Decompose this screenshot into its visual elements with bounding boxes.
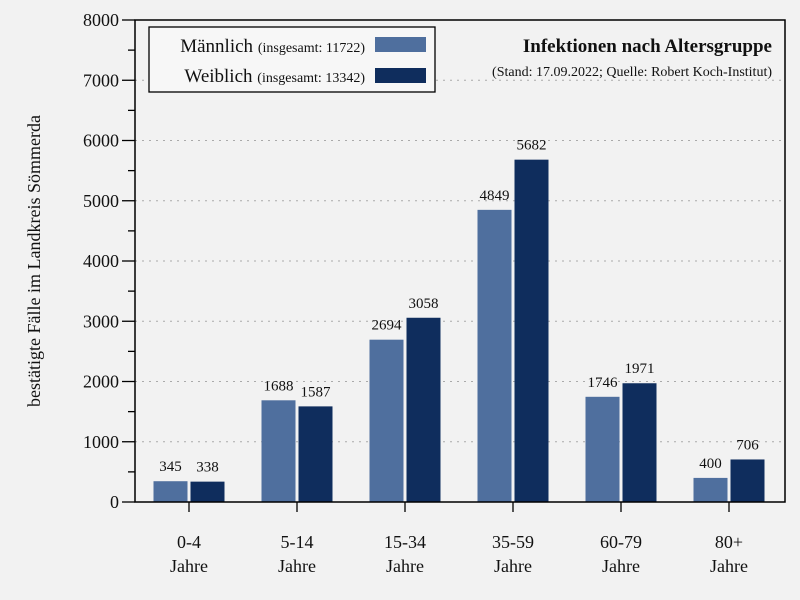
data-label: 3058 (409, 296, 439, 312)
y-tick-label: 8000 (83, 10, 119, 30)
legend-swatch-female (375, 68, 426, 83)
x-tick-label: 80+ (715, 532, 743, 552)
bar-männlich (693, 477, 728, 502)
y-tick-label: 7000 (83, 70, 119, 90)
data-label: 1971 (625, 361, 655, 377)
data-label: 345 (159, 459, 182, 475)
chart-title: Infektionen nach Altersgruppe (523, 36, 772, 57)
bar-weiblich (406, 317, 441, 502)
legend-label-female: Weiblich (insgesamt: 13342) (184, 66, 365, 87)
bars: 345 338 1688 1587 2694 3058 4849 5682 1746 1971 40… (153, 138, 765, 503)
x-tick-label-unit: Jahre (170, 556, 208, 576)
data-label: 5682 (517, 138, 547, 154)
data-label: 706 (736, 437, 759, 453)
x-tick-label: 15-34 (384, 532, 426, 552)
x-tick-label: 60-79 (600, 532, 642, 552)
y-tick-label: 5000 (83, 191, 119, 211)
legend: Männlich (insgesamt: 11722) Weiblich (in… (148, 26, 436, 93)
y-tick-label: 3000 (83, 311, 119, 331)
bar-weiblich (730, 459, 765, 502)
x-tick-label-unit: Jahre (278, 556, 316, 576)
y-tick-label: 2000 (83, 372, 119, 392)
x-tick-label-unit: Jahre (494, 556, 532, 576)
x-tick-label-unit: Jahre (710, 556, 748, 576)
legend-swatch-male (375, 37, 426, 52)
chart-subtitle: (Stand: 17.09.2022; Quelle: Robert Koch-… (492, 65, 772, 80)
data-label: 2694 (372, 318, 403, 334)
gridlines (135, 79, 785, 443)
legend-label-male: Männlich (insgesamt: 11722) (180, 36, 365, 57)
bar-weiblich (622, 383, 657, 502)
plot-frame (134, 19, 786, 503)
x-tick-label: 35-59 (492, 532, 534, 552)
y-tick-label: 6000 (83, 131, 119, 151)
x-tick-label-unit: Jahre (386, 556, 424, 576)
bar-männlich (585, 396, 620, 502)
bar-männlich (369, 339, 404, 502)
data-label: 1587 (301, 384, 332, 400)
bar-männlich (477, 209, 512, 502)
bar-weiblich (298, 406, 333, 502)
data-label: 4849 (480, 188, 510, 204)
y-tick-label: 1000 (83, 432, 119, 452)
data-label: 338 (196, 460, 219, 476)
bar-weiblich (190, 481, 225, 502)
axes: 0 1000 2000 3000 4000 5000 6000 7000 8000 0-4 Jahr… (83, 10, 786, 576)
y-tick-label: 4000 (83, 251, 119, 271)
bar-männlich (153, 481, 188, 502)
data-label: 1746 (588, 375, 619, 391)
x-tick-label: 5-14 (281, 532, 314, 552)
bar-männlich (261, 400, 296, 502)
x-tick-label-unit: Jahre (602, 556, 640, 576)
data-label: 400 (699, 456, 722, 472)
y-tick-label: 0 (110, 492, 119, 512)
data-label: 1688 (264, 378, 294, 394)
y-axis-label: bestätigte Fälle im Landkreis Sömmerda (24, 115, 44, 407)
x-tick-label: 0-4 (177, 532, 201, 552)
bar-weiblich (514, 159, 549, 503)
